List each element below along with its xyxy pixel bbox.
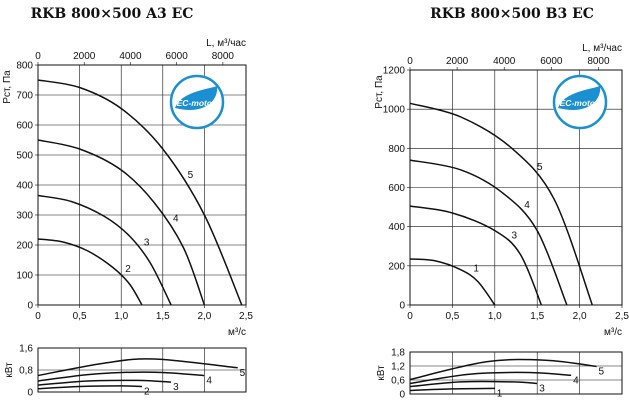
top-tick-label: 0 xyxy=(35,51,41,62)
pressure-curve-1 xyxy=(409,258,496,306)
leaf-icon xyxy=(175,86,218,110)
y-tick-label: 500 xyxy=(16,151,33,162)
x-tick-label: 2,0 xyxy=(197,311,211,322)
power-curve-label-5: 5 xyxy=(599,366,605,377)
curve-label-3: 3 xyxy=(512,230,518,241)
y-tick-label: 0 xyxy=(399,301,405,312)
power-frame xyxy=(409,351,623,395)
power-y-tick-label: 0 xyxy=(27,388,33,399)
chart-panel-1: RKB 800×500 A3 EC 0 0,5 1,0 1,5 2,0 2,5 м³/с 0 10… xyxy=(2,6,253,399)
top-tick-label: 2000 xyxy=(446,56,469,67)
pressure-curve-5 xyxy=(37,79,243,306)
y-tick-label: 700 xyxy=(16,91,33,102)
power-y-tick-label: 1,6 xyxy=(19,344,33,355)
y-tick-label: 800 xyxy=(16,61,33,72)
y-tick-label: 600 xyxy=(16,121,33,132)
y-tick-label: 1200 xyxy=(383,66,406,77)
power-curve-label-4: 4 xyxy=(206,376,212,387)
x-tick-label: 1,0 xyxy=(488,311,502,322)
power-curve-5 xyxy=(409,358,597,381)
x-tick-label: 0,5 xyxy=(445,311,459,322)
power-curve-label-2: 2 xyxy=(144,387,150,398)
power-curve-5 xyxy=(37,358,238,377)
power-frame xyxy=(37,347,247,393)
pressure-curve-3 xyxy=(37,194,172,306)
top-tick-label: 0 xyxy=(407,56,413,67)
power-curve-label-1: 1 xyxy=(497,388,503,399)
power-y-axis-label: кВт xyxy=(376,365,387,381)
curve-label-5: 5 xyxy=(188,170,194,181)
x-tick-label: 1,5 xyxy=(156,311,170,322)
curve-label-4: 4 xyxy=(524,200,530,211)
curve-label-3: 3 xyxy=(144,238,150,249)
chart-title: RKB 800×500 B3 EC xyxy=(430,6,594,22)
curve-label-5: 5 xyxy=(537,162,543,173)
y-tick-label: 300 xyxy=(16,211,33,222)
badge-label: EC-motor xyxy=(560,98,599,108)
y-tick-label: 600 xyxy=(388,183,405,194)
top-tick-label: 2000 xyxy=(73,51,96,62)
power-y-tick-label: 0 xyxy=(399,390,405,401)
y-tick-label: 200 xyxy=(16,241,33,252)
x-tick-label: 2,0 xyxy=(573,311,587,322)
power-y-tick-label: 0,8 xyxy=(19,366,33,377)
x-tick-label: 0 xyxy=(35,311,41,322)
pressure-curve-4 xyxy=(409,159,568,306)
y-tick-label: 100 xyxy=(16,271,33,282)
curve-label-4: 4 xyxy=(173,214,179,225)
curve-label-1: 1 xyxy=(473,264,479,275)
x-tick-label: 1,0 xyxy=(114,311,128,322)
y-tick-label: 200 xyxy=(388,261,405,272)
x-tick-label: 0 xyxy=(407,311,413,322)
top-tick-label: 8000 xyxy=(212,51,235,62)
y-tick-label: 400 xyxy=(16,181,33,192)
power-y-tick-label: 1,8 xyxy=(391,348,405,359)
power-curve-3 xyxy=(409,380,538,388)
power-y-axis-label: кВт xyxy=(4,362,15,378)
top-tick-label: 4000 xyxy=(493,56,516,67)
chart-title: RKB 800×500 A3 EC xyxy=(31,6,194,22)
pressure-curve-5 xyxy=(409,102,594,306)
y-tick-label: 1000 xyxy=(383,105,406,116)
power-curve-label-5: 5 xyxy=(240,368,246,379)
power-y-tick-label: 1,2 xyxy=(391,362,405,373)
power-curve-4 xyxy=(37,371,205,382)
power-y-tick-label: 0,6 xyxy=(391,376,405,387)
x-axis-label: м³/с xyxy=(604,327,622,338)
curve-label-2: 2 xyxy=(125,264,131,275)
power-curve-label-3: 3 xyxy=(173,382,179,393)
x-tick-label: 2,5 xyxy=(239,311,253,322)
ec-motor-badge: EC-motor xyxy=(169,74,225,130)
power-curve-4 xyxy=(409,371,572,385)
power-curve-3 xyxy=(37,379,172,386)
top-tick-label: 4000 xyxy=(119,51,142,62)
top-axis-label: L, м³/час xyxy=(582,43,622,54)
power-curve-label-3: 3 xyxy=(539,384,545,395)
pressure-curve-2 xyxy=(37,238,143,306)
x-tick-label: 2,5 xyxy=(615,311,629,322)
y-axis-label: Pст, Па xyxy=(374,75,385,109)
x-tick-label: 0,5 xyxy=(73,311,87,322)
y-tick-label: 800 xyxy=(388,144,405,155)
y-axis-label: Pст, Па xyxy=(2,70,13,104)
ec-motor-badge: EC-motor xyxy=(552,74,608,130)
power-curve-2 xyxy=(37,385,143,390)
badge-label: EC-motor xyxy=(177,98,216,108)
power-curve-1 xyxy=(409,387,495,392)
pressure-curve-4 xyxy=(37,139,206,306)
top-tick-label: 6000 xyxy=(166,51,189,62)
power-curve-label-4: 4 xyxy=(573,375,579,386)
y-tick-label: 400 xyxy=(388,222,405,233)
x-axis-label: м³/с xyxy=(228,327,246,338)
top-tick-label: 8000 xyxy=(587,56,610,67)
top-tick-label: 6000 xyxy=(540,56,563,67)
chart-panel-2: RKB 800×500 B3 EC 0 0,5 1,0 1,5 2,0 2,5 м³/с 0 20… xyxy=(374,6,629,401)
leaf-icon xyxy=(558,86,601,110)
x-tick-label: 1,5 xyxy=(530,311,544,322)
y-tick-label: 0 xyxy=(27,301,33,312)
top-axis-label: L, м³/час xyxy=(206,38,246,49)
pressure-curve-3 xyxy=(409,205,543,306)
